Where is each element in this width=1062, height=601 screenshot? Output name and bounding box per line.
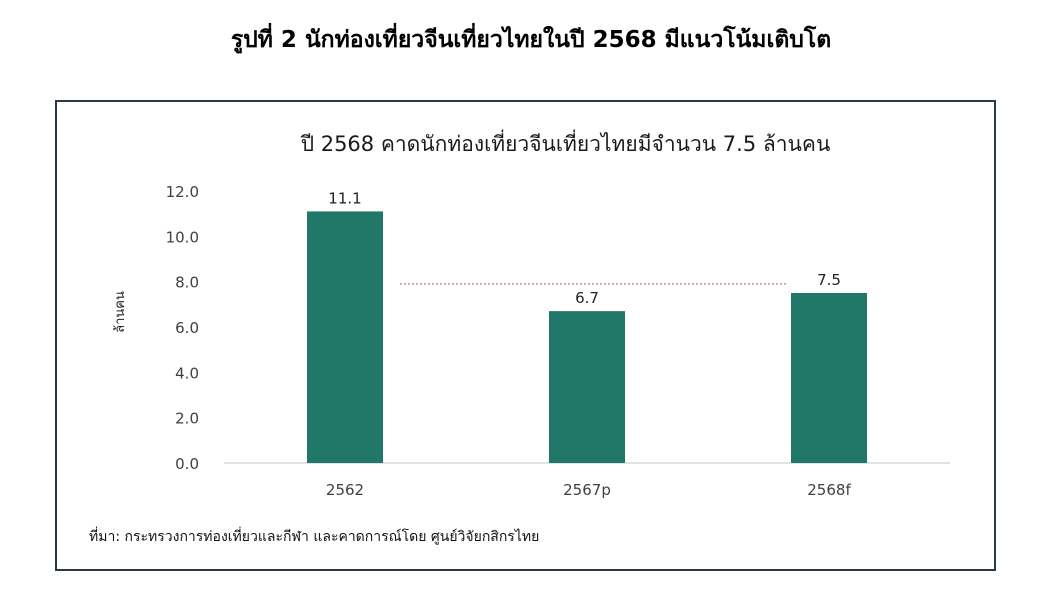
- bar: [549, 311, 625, 463]
- bar-value-label: 7.5: [817, 271, 841, 289]
- y-tick-label: 6.0: [175, 319, 199, 337]
- chart-frame: ปี 2568 คาดนักท่องเที่ยวจีนเที่ยวไทยมีจำ…: [55, 100, 996, 571]
- bar: [307, 211, 383, 463]
- bar: [791, 293, 867, 463]
- x-tick-label: 2567p: [563, 481, 611, 499]
- y-tick-label: 0.0: [175, 455, 199, 473]
- y-tick-label: 2.0: [175, 410, 199, 428]
- bar-value-label: 6.7: [575, 289, 599, 307]
- y-tick-label: 4.0: [175, 364, 199, 382]
- y-tick-label: 12.0: [166, 183, 199, 201]
- y-axis-title: ล้านคน: [113, 291, 128, 333]
- bar-chart: 0.0 2.0 4.0 6.0 8.0 10.0 12.0 ล้านคน 11.1 2562 6.7…: [113, 183, 950, 499]
- y-tick-label: 8.0: [175, 274, 199, 292]
- x-tick-label: 2562: [326, 481, 364, 499]
- source-note: ที่มา: กระทรวงการท่องเที่ยวและกีฬา และคา…: [89, 529, 540, 545]
- chart-title: ปี 2568 คาดนักท่องเที่ยวจีนเที่ยวไทยมีจำ…: [300, 132, 831, 156]
- y-tick-label: 10.0: [166, 228, 199, 246]
- bar-value-label: 11.1: [328, 189, 361, 207]
- figure-caption: รูปที่ 2 นักท่องเที่ยวจีนเที่ยวไทยในปี 2…: [230, 27, 832, 53]
- x-tick-label: 2568f: [807, 481, 851, 499]
